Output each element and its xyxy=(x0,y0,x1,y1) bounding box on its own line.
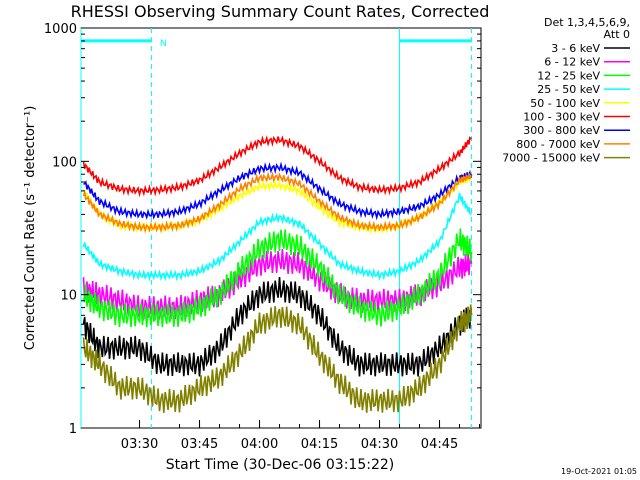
x-tick-label-2: 04:00 xyxy=(241,437,278,452)
x-tick-label-5: 04:45 xyxy=(421,437,458,452)
series-line-3 xyxy=(82,192,472,282)
legend-label-2: 12 - 25 keV xyxy=(537,69,600,82)
x-tick-label-4: 04:30 xyxy=(361,437,398,452)
legend-header-2: Att 0 xyxy=(604,28,630,41)
y-axis-ticks: 1 10 100 1000 xyxy=(44,22,481,437)
y-axis-label: Corrected Count Rate (s⁻¹ detector⁻¹) xyxy=(23,106,38,351)
x-tick-label-3: 04:15 xyxy=(301,437,338,452)
y-tick-label-3: 1000 xyxy=(44,22,77,37)
flag-label: N xyxy=(160,39,167,49)
series-group xyxy=(82,135,473,413)
x-axis-ticks: 03:30 03:45 04:00 04:15 04:30 04:45 xyxy=(121,420,481,452)
legend-label-0: 3 - 6 keV xyxy=(551,42,600,55)
series-line-8 xyxy=(82,304,473,413)
legend-label-1: 6 - 12 keV xyxy=(544,56,600,69)
legend-header-1: Det 1,3,4,5,6,9, xyxy=(544,16,630,29)
legend-label-3: 25 - 50 keV xyxy=(537,83,600,96)
x-tick-label-1: 03:45 xyxy=(181,437,218,452)
y-tick-label-2: 100 xyxy=(52,155,77,170)
legend-label-7: 800 - 7000 keV xyxy=(516,138,600,151)
timestamp: 19-Oct-2021 01:05 xyxy=(561,467,637,476)
series-line-5 xyxy=(82,135,473,198)
series-line-2 xyxy=(82,228,473,328)
legend-label-5: 100 - 300 keV xyxy=(523,111,600,124)
chart-title: RHESSI Observing Summary Count Rates, Co… xyxy=(71,2,490,21)
legend-label-6: 300 - 800 keV xyxy=(523,124,600,137)
x-axis-label: Start Time (30-Dec-06 03:15:22) xyxy=(166,457,394,473)
series-line-0 xyxy=(82,277,473,377)
legend-label-4: 50 - 100 keV xyxy=(530,97,600,110)
series-line-6 xyxy=(83,161,473,221)
y-tick-label-0: 1 xyxy=(69,422,77,437)
y-tick-label-1: 10 xyxy=(60,289,77,304)
series-line-7 xyxy=(82,171,472,234)
x-tick-label-0: 03:30 xyxy=(121,437,158,452)
legend-label-8: 7000 - 15000 keV xyxy=(502,152,600,165)
